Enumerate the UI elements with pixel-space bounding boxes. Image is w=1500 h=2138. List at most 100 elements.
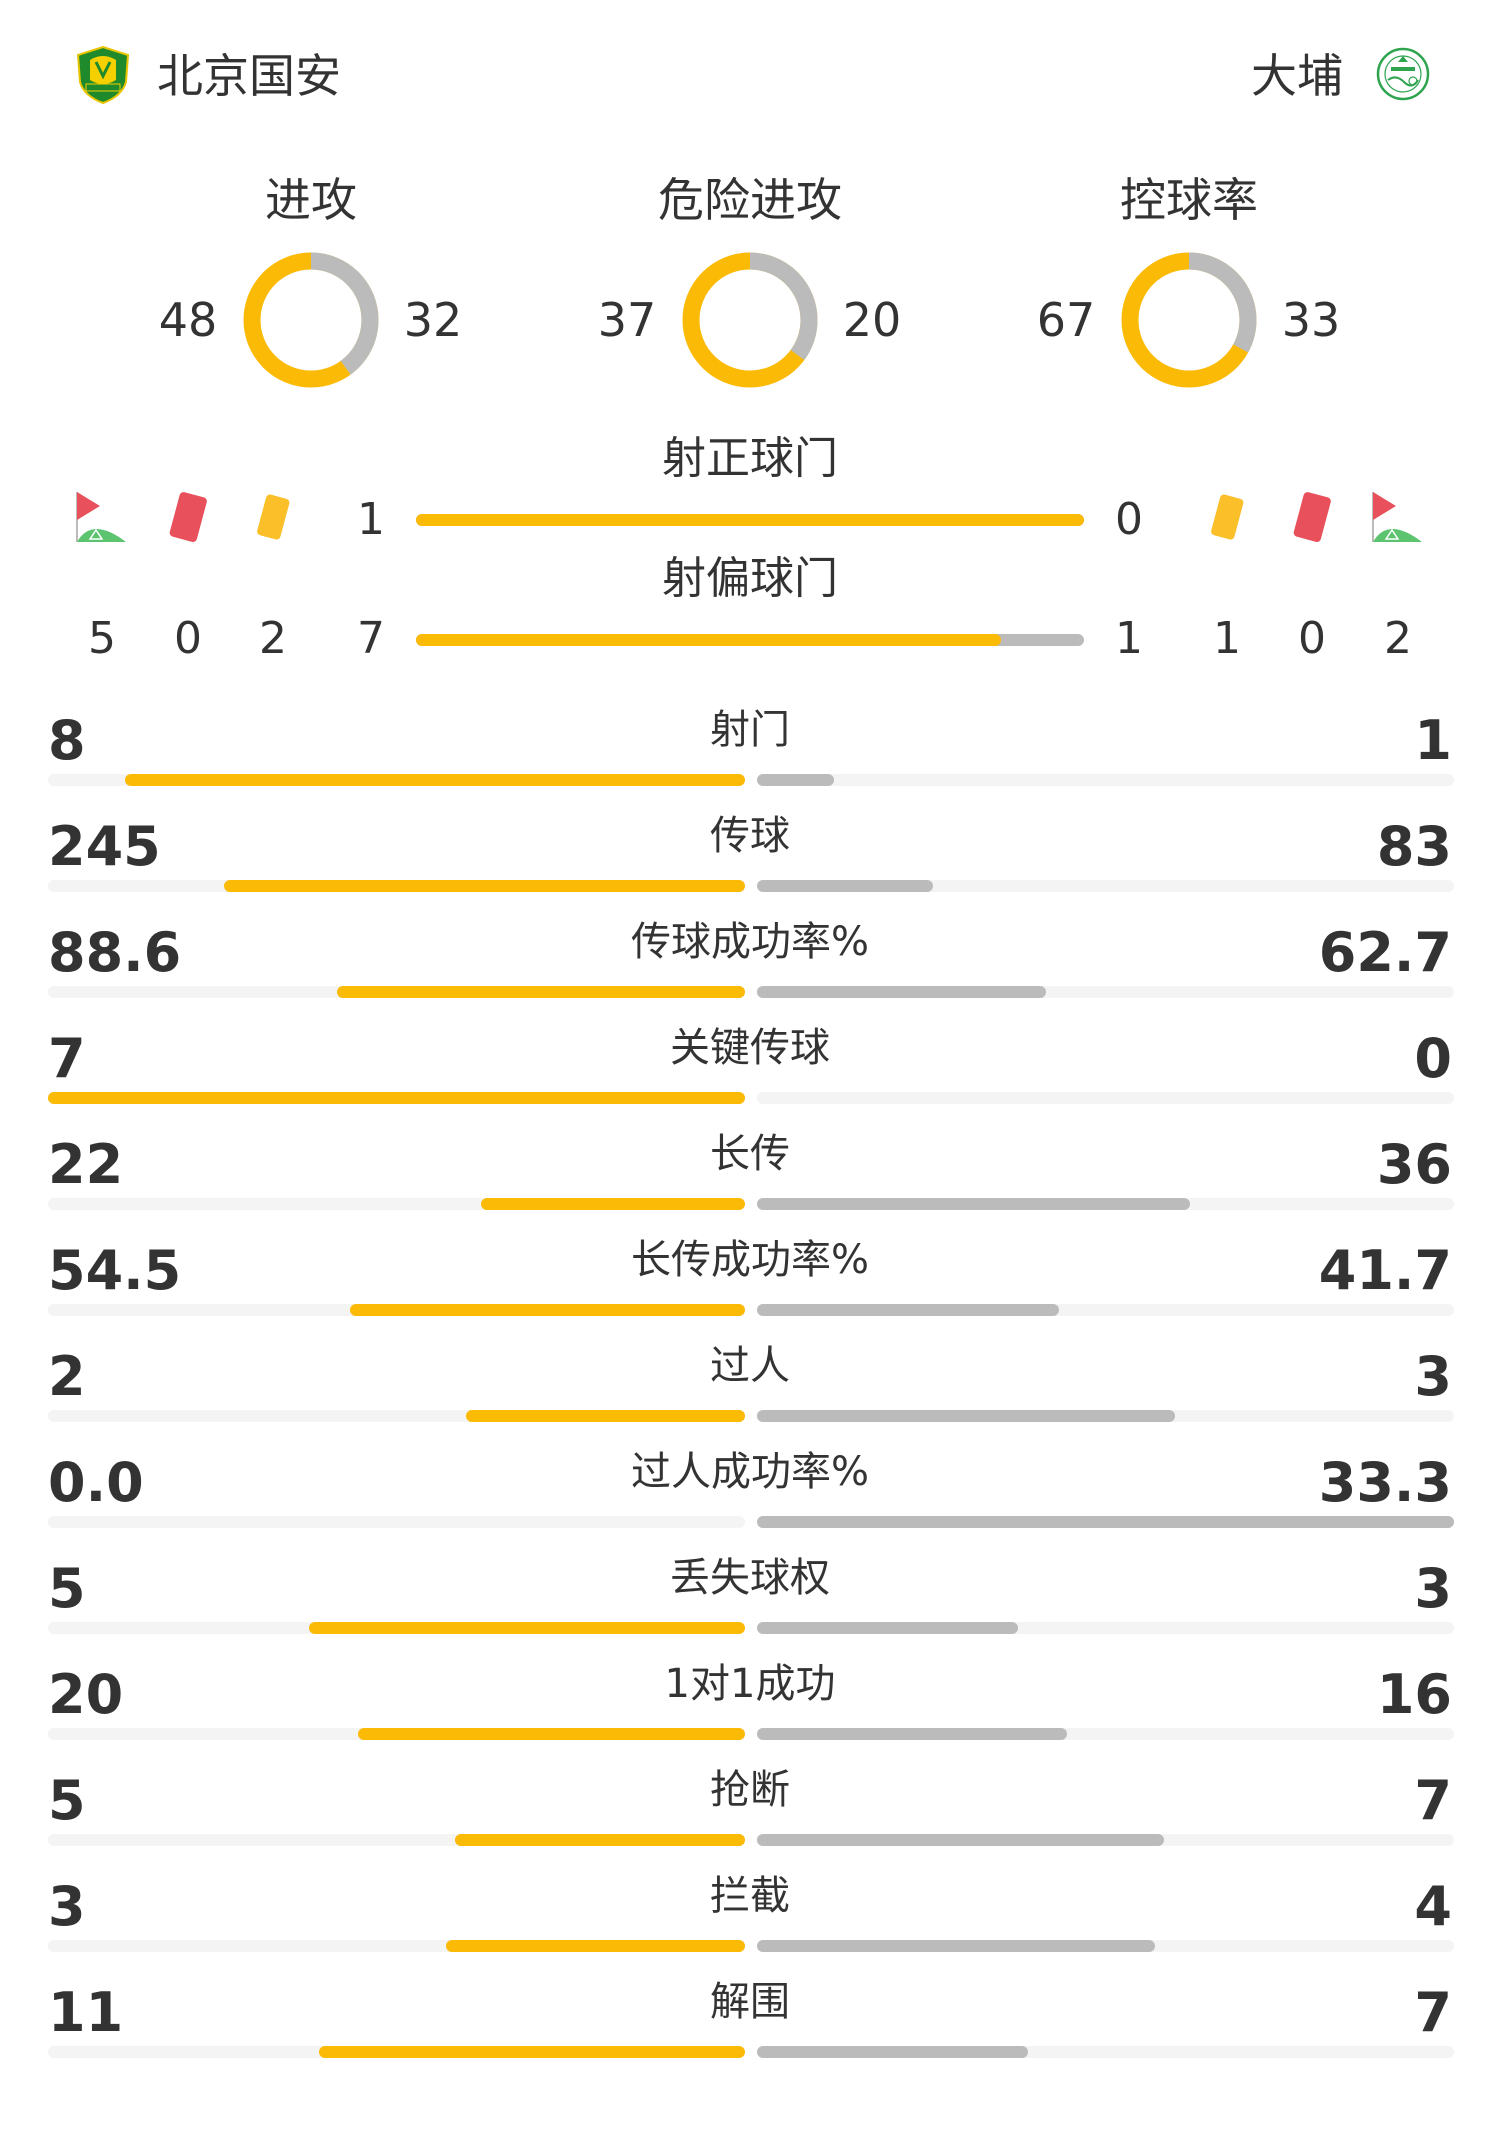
yellow-card-icon bbox=[257, 494, 290, 540]
stat-home-value: 88.6 bbox=[48, 921, 182, 984]
home-team-name[interactable]: 北京国安 bbox=[157, 49, 341, 103]
stat-home-bar bbox=[466, 1410, 745, 1422]
stat-label: 长传成功率% bbox=[630, 1237, 869, 1283]
stat-label: 长传 bbox=[710, 1131, 790, 1177]
shots-on-target-away: 0 bbox=[1115, 494, 1143, 545]
stat-home-track bbox=[48, 880, 745, 892]
home-team-logo-icon bbox=[76, 45, 130, 105]
stat-away-bar bbox=[757, 1940, 1156, 1952]
stat-away-value: 7 bbox=[1414, 1769, 1452, 1832]
stat-away-track bbox=[757, 1834, 1454, 1846]
shots-off-target-away: 1 bbox=[1115, 613, 1143, 664]
donut-away-arc bbox=[1121, 252, 1257, 388]
stat-label: 过人成功率% bbox=[630, 1449, 869, 1495]
stat-away-track bbox=[757, 2046, 1454, 2058]
stat-label: 过人 bbox=[710, 1343, 790, 1389]
shots-on-target-home: 1 bbox=[357, 494, 385, 545]
stat-home-track bbox=[48, 1304, 745, 1316]
stat-away-value: 83 bbox=[1376, 815, 1452, 878]
stat-home-value: 3 bbox=[48, 1875, 86, 1938]
donut-away-arc bbox=[243, 252, 379, 388]
donut-chart bbox=[243, 252, 379, 388]
stat-away-track bbox=[757, 1622, 1454, 1634]
home-red-cards: 0 bbox=[174, 613, 202, 664]
stat-away-bar bbox=[757, 1728, 1067, 1740]
stat-away-track bbox=[757, 1198, 1454, 1210]
donut-chart bbox=[1121, 252, 1257, 388]
donut-title: 控球率 bbox=[1120, 173, 1258, 227]
stat-home-value: 5 bbox=[48, 1557, 86, 1620]
stat-away-track bbox=[757, 986, 1454, 998]
stat-away-value: 7 bbox=[1414, 1981, 1452, 2044]
stat-home-track bbox=[48, 986, 745, 998]
donut-away-value: 33 bbox=[1281, 293, 1341, 347]
stat-home-track bbox=[48, 1728, 745, 1740]
home-team-header[interactable] bbox=[76, 45, 130, 108]
away-yellow-cards: 1 bbox=[1213, 613, 1241, 664]
stat-label: 传球成功率% bbox=[630, 919, 869, 965]
donut-title: 进攻 bbox=[265, 173, 357, 227]
home-corners: 5 bbox=[88, 613, 116, 664]
stat-label: 传球 bbox=[710, 813, 790, 859]
stat-home-bar bbox=[319, 2046, 745, 2058]
away-corners: 2 bbox=[1384, 613, 1412, 664]
stat-label: 丢失球权 bbox=[670, 1555, 830, 1601]
stat-label: 拦截 bbox=[710, 1873, 790, 1919]
stat-away-bar bbox=[757, 880, 934, 892]
donut-away-value: 32 bbox=[403, 293, 463, 347]
stat-home-track bbox=[48, 1834, 745, 1846]
stat-home-bar bbox=[309, 1622, 745, 1634]
stat-home-value: 5 bbox=[48, 1769, 86, 1832]
stat-away-track bbox=[757, 1092, 1454, 1104]
stat-label: 抢断 bbox=[710, 1767, 790, 1813]
donut-home-value: 37 bbox=[597, 293, 657, 347]
stat-home-track bbox=[48, 1516, 745, 1528]
yellow-card-icon bbox=[1211, 494, 1244, 540]
stat-home-value: 22 bbox=[48, 1133, 124, 1196]
shots-off-target-home: 7 bbox=[357, 613, 385, 664]
stat-away-track bbox=[757, 1516, 1454, 1528]
red-card-icon bbox=[1293, 492, 1331, 542]
stat-away-value: 36 bbox=[1376, 1133, 1452, 1196]
stat-home-value: 7 bbox=[48, 1027, 86, 1090]
stat-away-bar bbox=[757, 1304, 1060, 1316]
shots-on-target-label: 射正球门 bbox=[662, 433, 838, 484]
stat-home-bar bbox=[224, 880, 745, 892]
home-yellow-cards: 2 bbox=[259, 613, 287, 664]
stat-away-bar bbox=[757, 1834, 1164, 1846]
shots-off-target-bar bbox=[416, 634, 1084, 646]
donut-title: 危险进攻 bbox=[658, 173, 842, 227]
donut-home-value: 67 bbox=[1036, 293, 1096, 347]
donut-away-value: 20 bbox=[842, 293, 902, 347]
stat-home-value: 54.5 bbox=[48, 1239, 182, 1302]
stat-away-value: 3 bbox=[1414, 1345, 1452, 1408]
stat-home-value: 245 bbox=[48, 815, 161, 878]
stat-away-value: 62.7 bbox=[1318, 921, 1452, 984]
stat-home-value: 0.0 bbox=[48, 1451, 144, 1514]
stat-label: 解围 bbox=[710, 1979, 790, 2025]
stat-home-bar bbox=[446, 1940, 745, 1952]
stat-home-bar bbox=[357, 1728, 745, 1740]
stat-away-bar bbox=[757, 1516, 1454, 1528]
stat-label: 关键传球 bbox=[670, 1025, 830, 1071]
stat-label: 1对1成功 bbox=[664, 1661, 836, 1707]
stat-home-bar bbox=[350, 1304, 745, 1316]
stat-home-track bbox=[48, 2046, 745, 2058]
donut-chart bbox=[682, 252, 818, 388]
away-team-name[interactable]: 大埔 bbox=[1251, 49, 1343, 103]
donut-away-arc bbox=[682, 252, 818, 388]
away-red-cards: 0 bbox=[1298, 613, 1326, 664]
stat-away-value: 1 bbox=[1414, 709, 1452, 772]
stat-home-value: 20 bbox=[48, 1663, 124, 1726]
stat-home-track bbox=[48, 774, 745, 786]
stat-home-value: 2 bbox=[48, 1345, 86, 1408]
stat-away-track bbox=[757, 1940, 1454, 1952]
stat-away-value: 33.3 bbox=[1318, 1451, 1452, 1514]
away-team-header[interactable] bbox=[1376, 46, 1430, 106]
stat-home-track bbox=[48, 1622, 745, 1634]
away-team-logo-icon bbox=[1376, 47, 1430, 101]
stat-away-bar bbox=[757, 774, 835, 786]
shots-on-target-bar bbox=[416, 514, 1084, 526]
stat-away-value: 0 bbox=[1414, 1027, 1452, 1090]
stat-away-track bbox=[757, 1410, 1454, 1422]
